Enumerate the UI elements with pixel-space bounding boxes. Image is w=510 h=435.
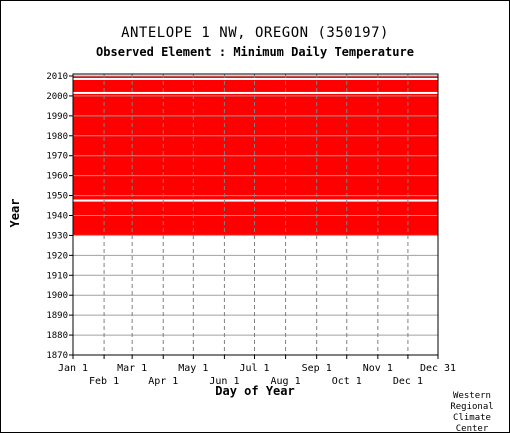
y-tick-label: 1880 (46, 331, 68, 341)
x-tick-label: Mar 1 (117, 363, 147, 374)
y-tick-label: 1940 (46, 211, 68, 221)
y-tick-label: 1960 (46, 172, 68, 182)
y-tick-label: 1950 (46, 192, 68, 202)
x-tick-label: Aug 1 (271, 376, 301, 387)
y-tick-label: 1910 (46, 271, 68, 281)
x-tick-label: Oct 1 (332, 376, 362, 387)
y-tick-label: 1980 (46, 132, 68, 142)
credit-line: Western (453, 391, 491, 401)
x-tick-label: Feb 1 (89, 376, 119, 387)
y-tick-label: 1900 (46, 291, 68, 301)
credit-text: Western Regional Climate Center (442, 391, 502, 435)
y-axis-label: Year (8, 198, 22, 228)
data-gap (73, 91, 438, 94)
x-tick-label: Dec 31 (420, 363, 456, 374)
data-gap (73, 77, 438, 80)
credit-line: Climate (453, 413, 491, 423)
chart-subtitle: Observed Element : Minimum Daily Tempera… (96, 45, 414, 59)
plot-border (72, 73, 439, 356)
y-tick-label: 1990 (46, 112, 68, 122)
chart-title: ANTELOPE 1 NW, OREGON (350197) (121, 25, 389, 41)
x-tick-label: Nov 1 (363, 363, 393, 374)
y-tick-label: 1930 (46, 231, 68, 241)
data-band (73, 75, 438, 200)
y-tick-label: 1870 (46, 351, 68, 361)
data-band (73, 201, 438, 236)
x-axis-label: Day of Year (215, 384, 295, 398)
credit-line: Center (455, 424, 489, 434)
y-tick-label: 1890 (46, 311, 68, 321)
x-tick-label: Jan 1 (58, 363, 88, 374)
x-tick-label: Jun 1 (209, 376, 239, 387)
y-tick-label: 2000 (46, 92, 68, 102)
x-tick-label: Jul 1 (239, 363, 269, 374)
x-tick-label: Sep 1 (302, 363, 332, 374)
x-tick-label: Dec 1 (393, 376, 423, 387)
x-tick-label: May 1 (178, 363, 208, 374)
x-tick-label: Apr 1 (148, 376, 178, 387)
credit-line: Regional (450, 402, 494, 412)
y-tick-label: 2010 (46, 72, 68, 82)
y-tick-label: 1970 (46, 152, 68, 162)
y-tick-label: 1920 (46, 251, 68, 261)
data-gap (73, 199, 438, 202)
